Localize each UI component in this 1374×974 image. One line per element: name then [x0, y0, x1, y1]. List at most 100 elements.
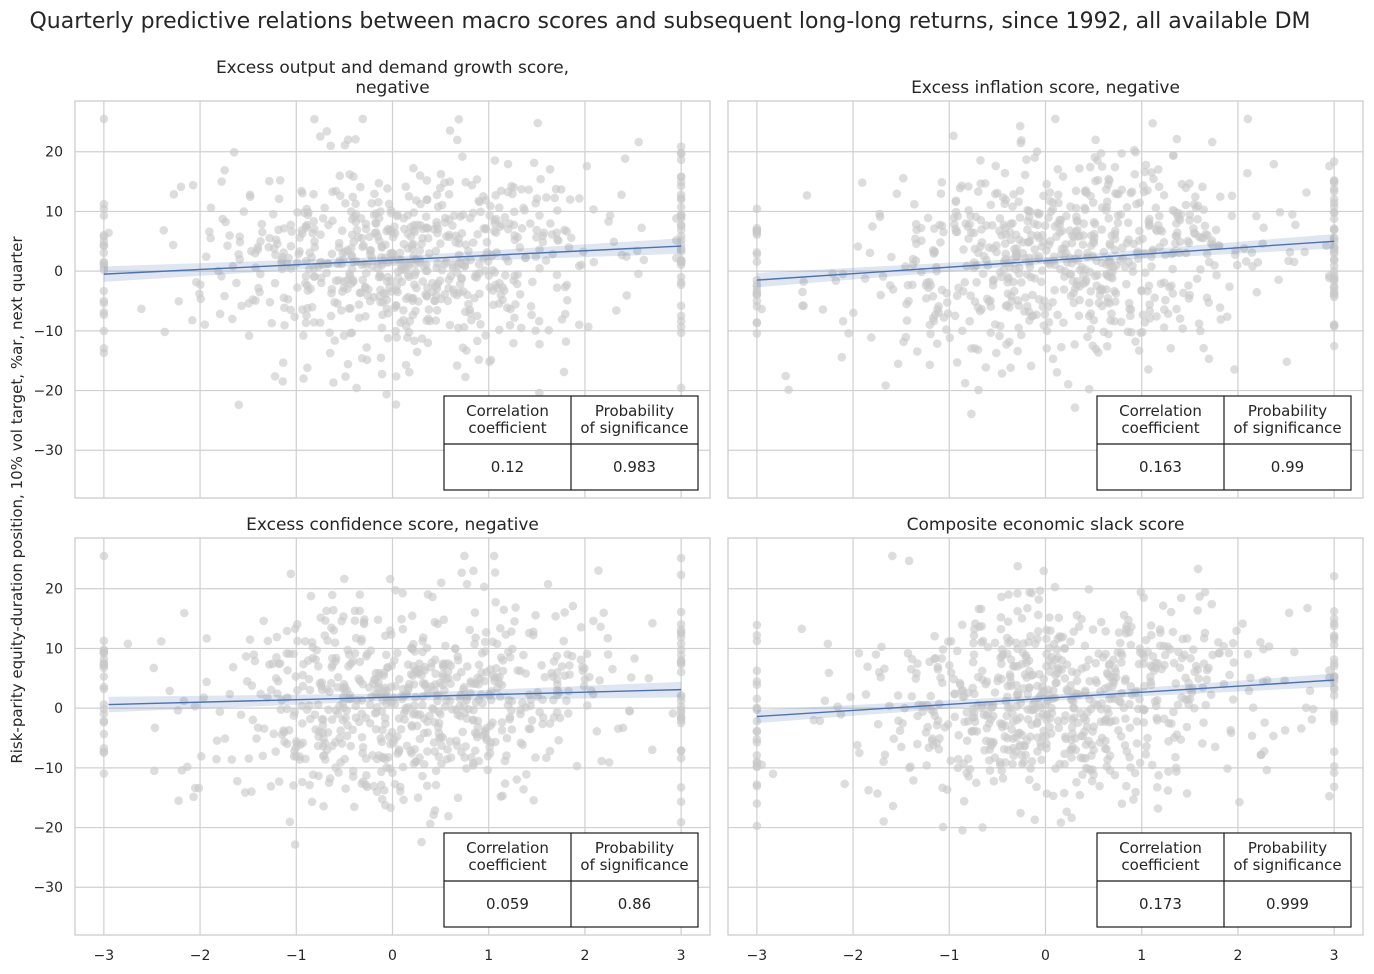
scatter-point: [1054, 723, 1064, 733]
scatter-point: [969, 638, 978, 648]
scatter-point: [505, 320, 515, 330]
scatter-point: [350, 606, 360, 616]
scatter-point: [1026, 764, 1035, 773]
table-header-probability: Probability: [1248, 839, 1327, 857]
scatter-point: [392, 211, 402, 221]
scatter-point: [752, 275, 762, 285]
scatter-point: [1130, 169, 1140, 179]
scatter-point: [1072, 676, 1082, 686]
scatter-point: [1126, 327, 1136, 337]
scatter-point: [469, 715, 478, 725]
scatter-point: [752, 329, 762, 338]
x-tick-label: −2: [190, 948, 211, 964]
axes-frame: [74, 537, 711, 936]
scatter-point: [491, 597, 500, 607]
correlation-value: 0.173: [1139, 895, 1182, 913]
scatter-point: [527, 716, 537, 725]
scatter-point: [997, 652, 1007, 661]
x-tick-label: −2: [843, 948, 864, 964]
scatter-point: [1013, 296, 1023, 305]
scatter-point: [1010, 662, 1019, 671]
scatter-point: [99, 230, 109, 240]
scatter-point: [411, 259, 420, 269]
scatter-point: [1196, 326, 1205, 336]
scatter-point: [476, 319, 485, 329]
scatter-point: [308, 770, 318, 779]
scatter-point: [1026, 361, 1036, 371]
scatter-point: [489, 551, 499, 561]
scatter-point: [228, 314, 237, 324]
scatter-point: [189, 792, 198, 802]
scatter-point: [270, 372, 280, 381]
scatter-point: [1120, 676, 1130, 686]
scatter-point: [278, 377, 288, 386]
scatter-point: [1172, 767, 1181, 776]
scatter-point: [461, 372, 470, 382]
scatter-point: [394, 674, 404, 684]
scatter-point: [1018, 238, 1028, 247]
scatter-point: [926, 691, 936, 701]
scatter-point: [1159, 190, 1169, 200]
probability-value: 0.86: [618, 895, 651, 913]
scatter-point: [1139, 718, 1149, 727]
scatter-point: [1115, 696, 1124, 706]
scatter-point: [1087, 751, 1096, 760]
scatter-point: [676, 256, 686, 266]
scatter-point: [398, 588, 407, 598]
scatter-point: [952, 646, 962, 656]
scatter-point: [893, 691, 903, 700]
scatter-point: [1089, 315, 1099, 325]
scatter-point: [639, 255, 649, 265]
scatter-point: [975, 306, 985, 316]
scatter-point: [318, 214, 328, 223]
scatter-point: [865, 248, 875, 258]
scatter-point: [1167, 719, 1176, 728]
scatter-point: [377, 737, 387, 747]
scatter-point: [957, 326, 967, 336]
scatter-point: [436, 239, 445, 248]
scatter-point: [676, 659, 686, 669]
scatter-point: [1104, 214, 1113, 223]
scatter-point: [1135, 694, 1144, 704]
scatter-point: [410, 336, 419, 346]
scatter-point: [1103, 755, 1112, 764]
scatter-point: [550, 193, 560, 203]
scatter-point: [433, 202, 443, 212]
scatter-point: [568, 601, 578, 611]
scatter-point: [483, 257, 493, 266]
scatter-point: [575, 194, 584, 203]
scatter-point: [99, 717, 109, 727]
figure-title: Quarterly predictive relations between m…: [29, 9, 1310, 34]
scatter-point: [1045, 236, 1055, 246]
scatter-point: [895, 726, 905, 735]
scatter-point: [399, 708, 409, 718]
table-header-probability: Probability: [595, 839, 674, 857]
scatter-point: [488, 718, 497, 727]
scatter-point: [1282, 357, 1292, 367]
scatter-point: [333, 672, 343, 682]
scatter-point: [531, 326, 540, 335]
scatter-point: [433, 224, 443, 234]
scatter-point: [1078, 753, 1088, 763]
scatter-point: [1089, 217, 1099, 227]
scatter-point: [165, 686, 174, 696]
scatter-point: [752, 781, 762, 791]
scatter-point: [962, 707, 972, 717]
scatter-point: [965, 316, 975, 326]
scatter-point: [1080, 641, 1090, 651]
scatter-point: [1329, 672, 1339, 682]
scatter-point: [938, 645, 948, 654]
scatter-point: [1037, 277, 1046, 287]
scatter-point: [268, 209, 278, 219]
scatter-point: [538, 695, 547, 704]
scatter-point: [359, 619, 369, 629]
scatter-point: [802, 191, 812, 200]
scatter-point: [391, 301, 401, 311]
scatter-point: [1045, 613, 1054, 622]
scatter-point: [1023, 302, 1032, 311]
scatter-point: [1144, 221, 1154, 230]
scatter-point: [431, 780, 441, 790]
scatter-point: [205, 227, 214, 236]
scatter-point: [1126, 640, 1136, 650]
